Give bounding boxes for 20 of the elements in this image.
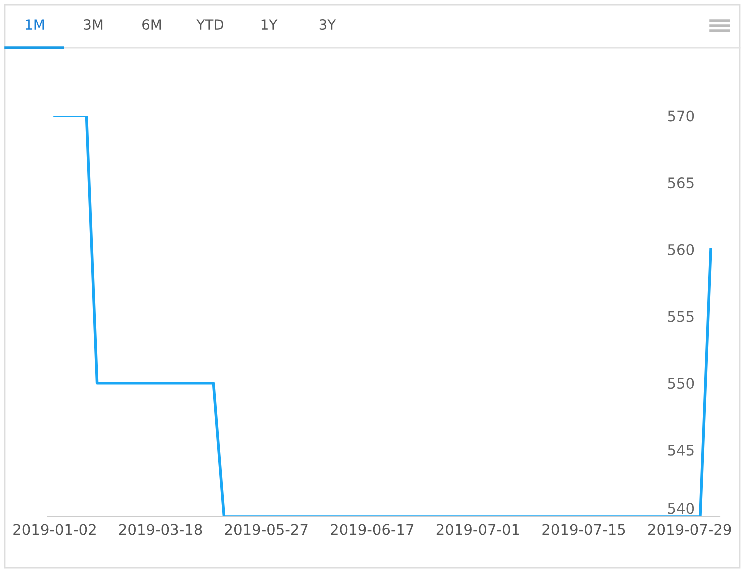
x-tick-label: 2019-07-01 (436, 524, 520, 536)
y-tick-label: 570 (668, 110, 694, 122)
y-tick-label: 545 (668, 445, 694, 456)
x-tick-label: 2019-06-17 (331, 524, 414, 536)
x-tick-label: 2019-03-18 (119, 524, 202, 536)
y-tick-label: 540 (668, 503, 694, 514)
y-tick-label: 555 (668, 311, 694, 322)
text: 1M (26, 20, 44, 30)
text: 1Y (262, 20, 278, 30)
text: 3M (84, 20, 103, 30)
text: 6M (142, 20, 162, 30)
y-tick-label: 550 (668, 378, 694, 390)
text: 3Y (320, 20, 336, 30)
x-tick-label: 2019-05-27 (225, 524, 308, 536)
text: YTD (196, 20, 224, 30)
x-tick-label: 2019-07-29 (648, 524, 732, 536)
x-tick-label: 2019-01-02 (14, 524, 96, 536)
y-tick-label: 560 (668, 244, 694, 256)
x-tick-label: 2019-07-15 (542, 524, 626, 536)
y-tick-label: 565 (668, 178, 694, 189)
